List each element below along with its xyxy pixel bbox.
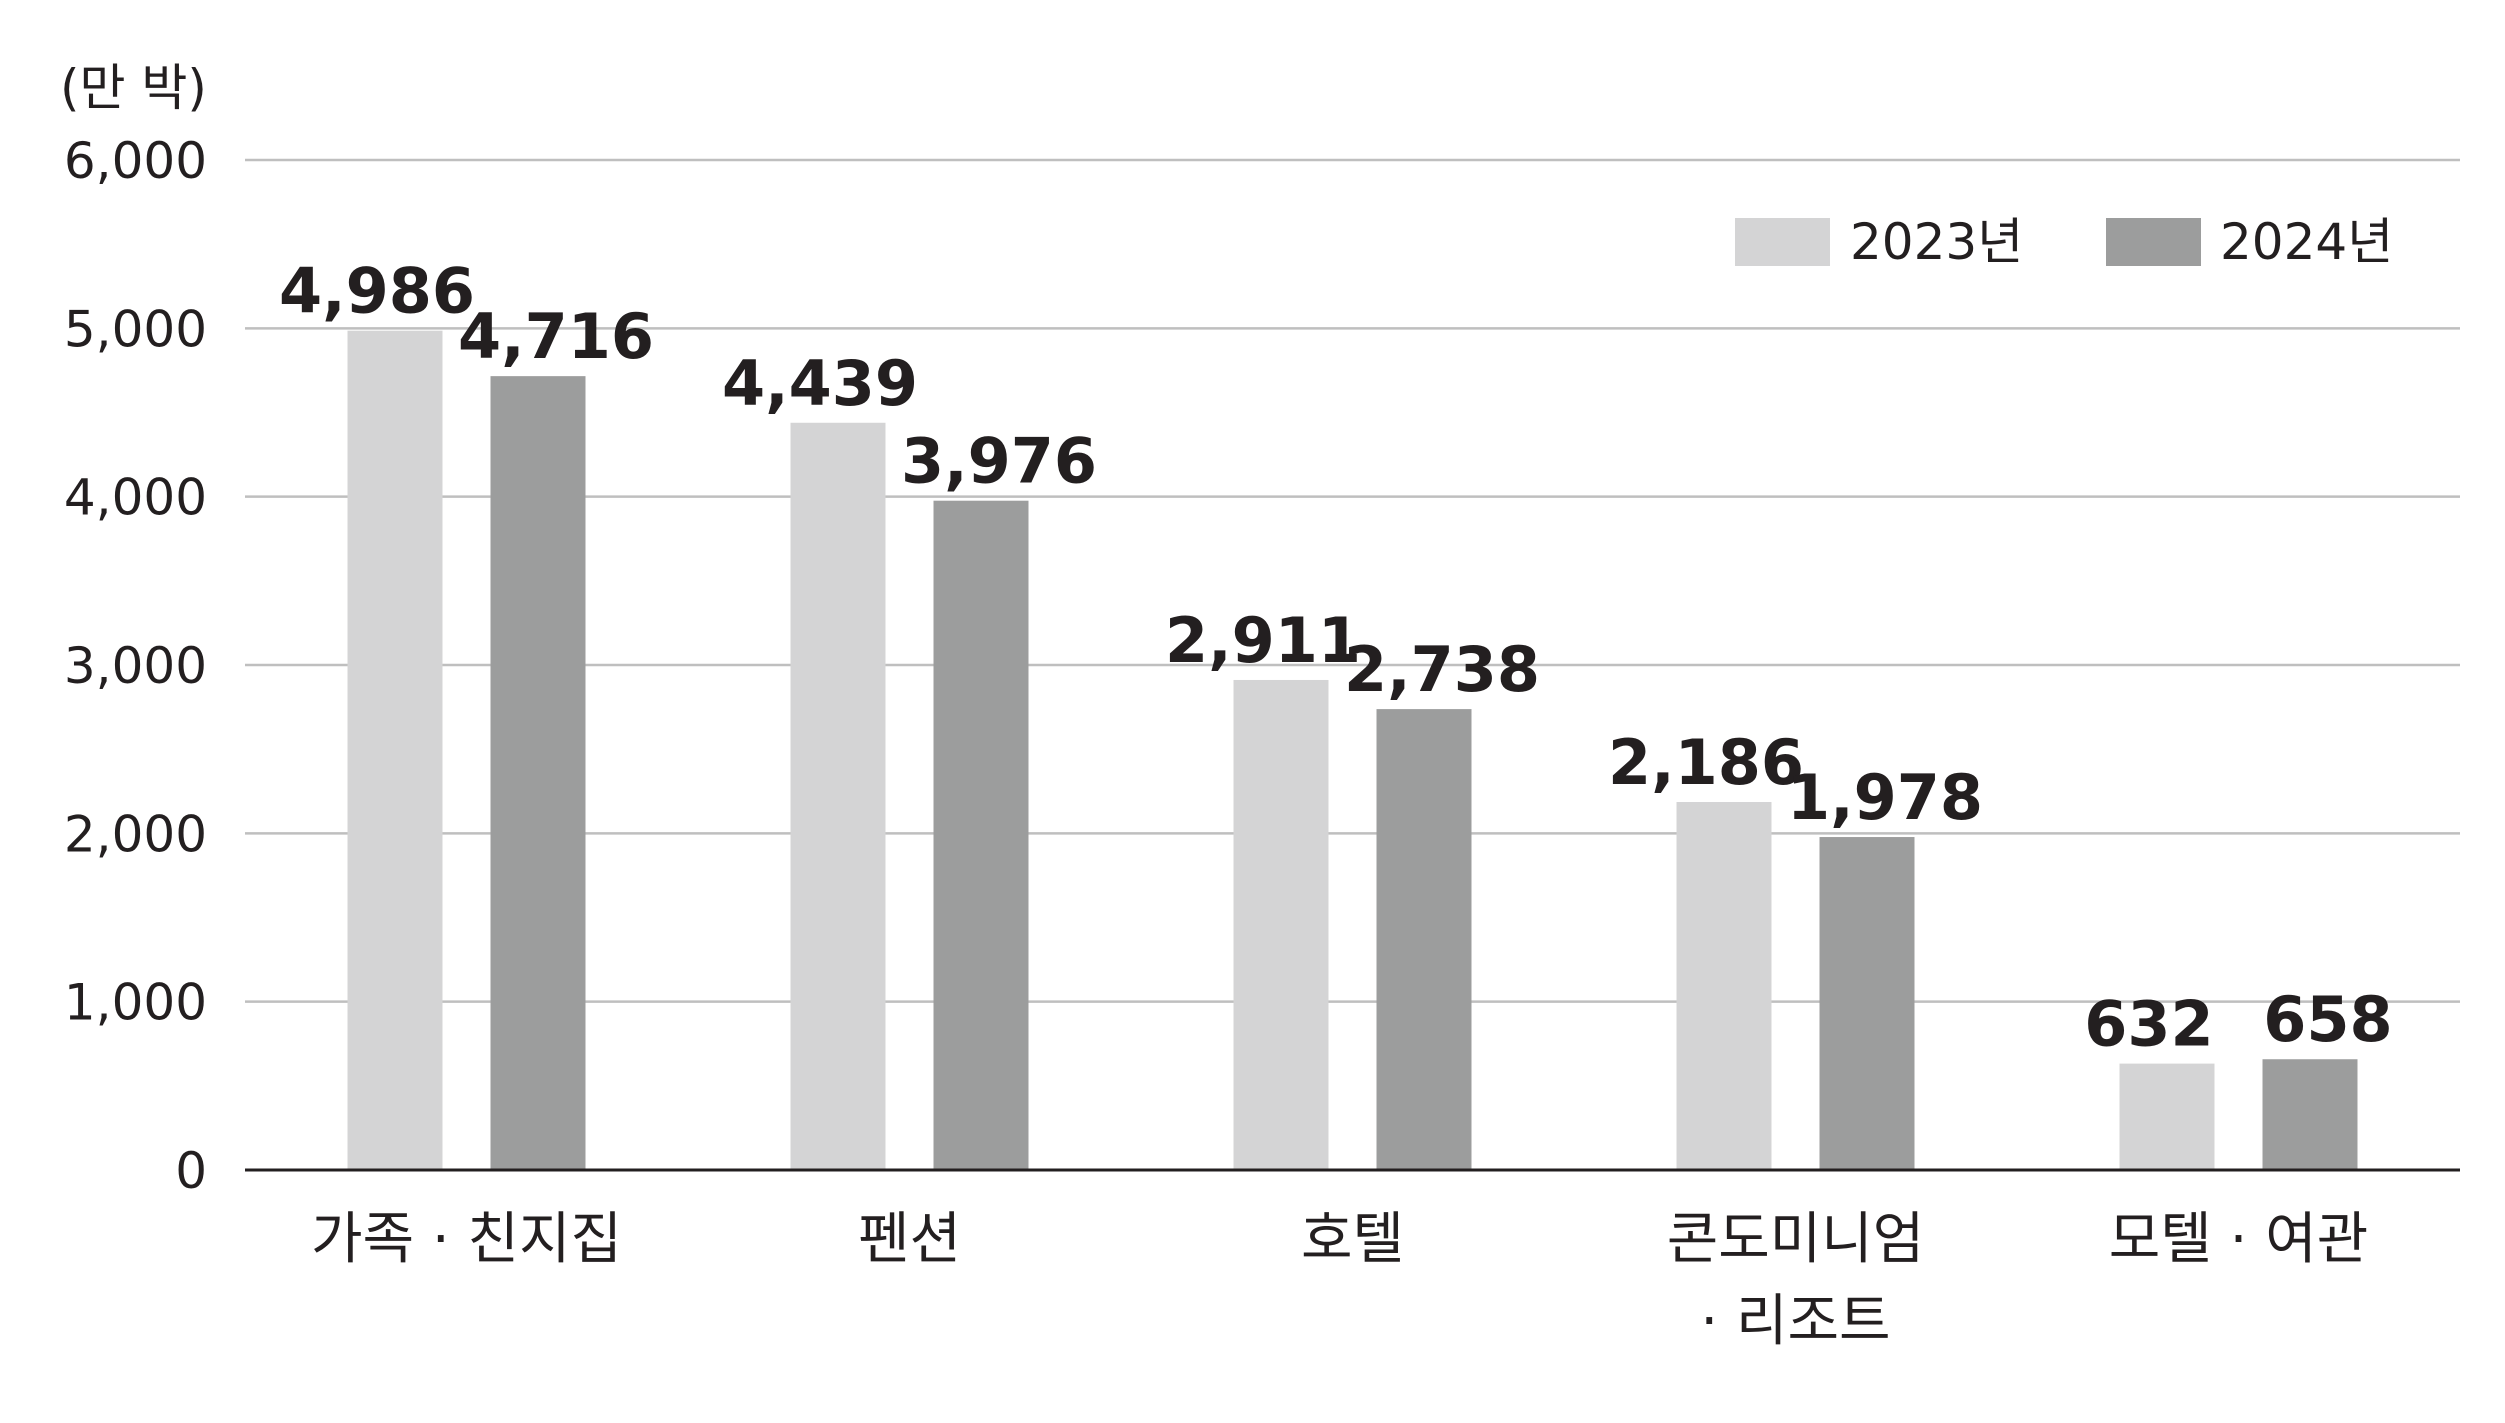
y-tick-label: 2,000 (64, 805, 207, 863)
gridlines (245, 158, 2460, 1003)
data-label: 1,978 (1787, 761, 1983, 834)
legend-label: 2024년 (2220, 213, 2393, 271)
data-label: 3,976 (901, 425, 1097, 498)
bars (347, 330, 2358, 1171)
data-label: 2,738 (1344, 633, 1540, 706)
data-label: 4,439 (722, 347, 918, 420)
legend: 2023년 2024년 (1735, 213, 2393, 271)
x-category-label: 모텔 · 여관 (2109, 1207, 2368, 1272)
data-label: 2,186 (1608, 726, 1804, 799)
bar-series1 (347, 330, 443, 1170)
bar-series1 (1676, 802, 1772, 1170)
data-label: 632 (2084, 988, 2213, 1061)
bar-series2 (933, 500, 1029, 1170)
bar-series2 (1819, 837, 1915, 1170)
x-category-label: 펜션 (858, 1207, 961, 1272)
data-label: 4,716 (458, 300, 654, 373)
x-category-label: · 리조트 (1700, 1289, 1890, 1354)
data-label: 2,911 (1165, 604, 1361, 677)
x-category-label: 가족 · 친지집 (311, 1207, 622, 1272)
y-tick-label: 0 (175, 1142, 207, 1200)
y-tick-label: 6,000 (64, 132, 207, 190)
legend-swatch (2106, 218, 2201, 266)
bar-series1 (790, 422, 886, 1171)
data-label: 4,986 (279, 255, 475, 328)
y-tick-label: 4,000 (64, 469, 207, 527)
y-tick-label: 3,000 (64, 637, 207, 695)
bar-series2 (490, 376, 586, 1170)
y-axis-unit-label: (만 박) (60, 59, 207, 117)
legend-swatch (1735, 218, 1830, 266)
bar-series2 (1376, 709, 1472, 1170)
bar-series1 (1233, 679, 1329, 1170)
x-category-label: 호텔 (1301, 1207, 1404, 1272)
data-label: 658 (2263, 983, 2392, 1056)
x-category-label: 콘도미니엄 (1667, 1207, 1925, 1272)
legend-label: 2023년 (1850, 213, 2023, 271)
y-tick-label: 5,000 (64, 300, 207, 358)
labels: (만 박) 0 1,000 2,000 3,000 4,000 5,000 6,000 4,9… (60, 59, 2393, 1354)
bar-series1 (2119, 1063, 2215, 1170)
bar-series2 (2262, 1059, 2358, 1170)
y-tick-label: 1,000 (64, 974, 207, 1032)
